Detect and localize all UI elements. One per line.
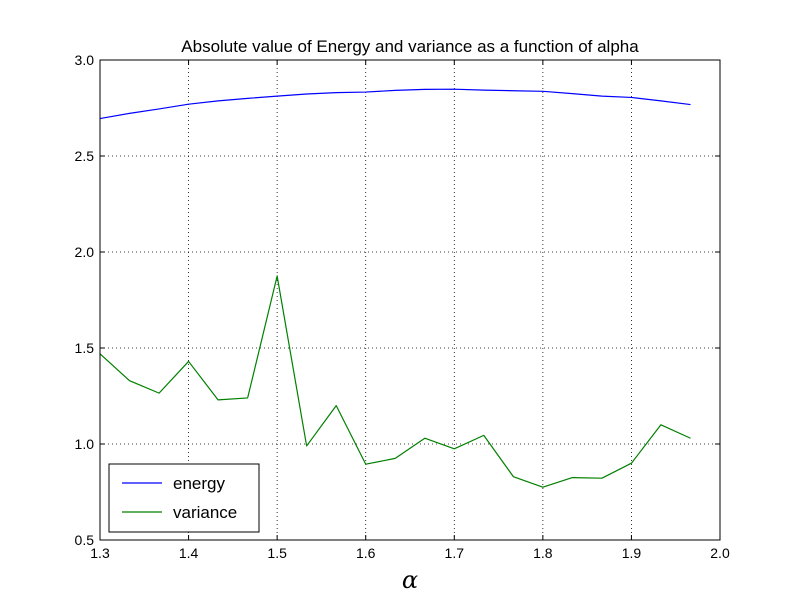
series-line-energy: [99, 88, 691, 120]
x-tick-label: 1.6: [356, 545, 376, 561]
x-tick-label: 1.3: [90, 545, 110, 561]
y-tick-label: 1.0: [75, 436, 95, 452]
y-tick-label: 0.5: [75, 532, 95, 548]
legend-box: [108, 463, 260, 533]
x-tick-label: 1.9: [622, 545, 642, 561]
ticks-layer: 1.3 1.4 1.5 1.6 1.7 1.8 1.9 2.0 0.5 1.0 1.5 2.0 2.5 3…: [75, 52, 730, 561]
x-axis-label: α: [402, 566, 418, 594]
y-tick-label: 3.0: [75, 52, 95, 68]
series-line-variance: [99, 275, 691, 488]
legend: energy variance: [108, 463, 260, 533]
chart-title: Absolute value of Energy and variance as…: [181, 37, 639, 56]
series-layer: [99, 88, 691, 488]
y-tick-label: 2.0: [75, 244, 95, 260]
x-tick-label: 1.8: [533, 545, 553, 561]
plot-area: [100, 60, 720, 540]
x-tick-label: 1.4: [179, 545, 199, 561]
legend-label-energy: energy: [173, 474, 225, 493]
plot-frame: [99, 59, 721, 541]
legend-label-variance: variance: [173, 503, 237, 522]
x-tick-label: 2.0: [710, 545, 730, 561]
y-tick-label: 2.5: [75, 148, 95, 164]
x-tick-label: 1.7: [445, 545, 465, 561]
x-tick-label: 1.5: [267, 545, 287, 561]
y-tick-label: 1.5: [75, 340, 95, 356]
